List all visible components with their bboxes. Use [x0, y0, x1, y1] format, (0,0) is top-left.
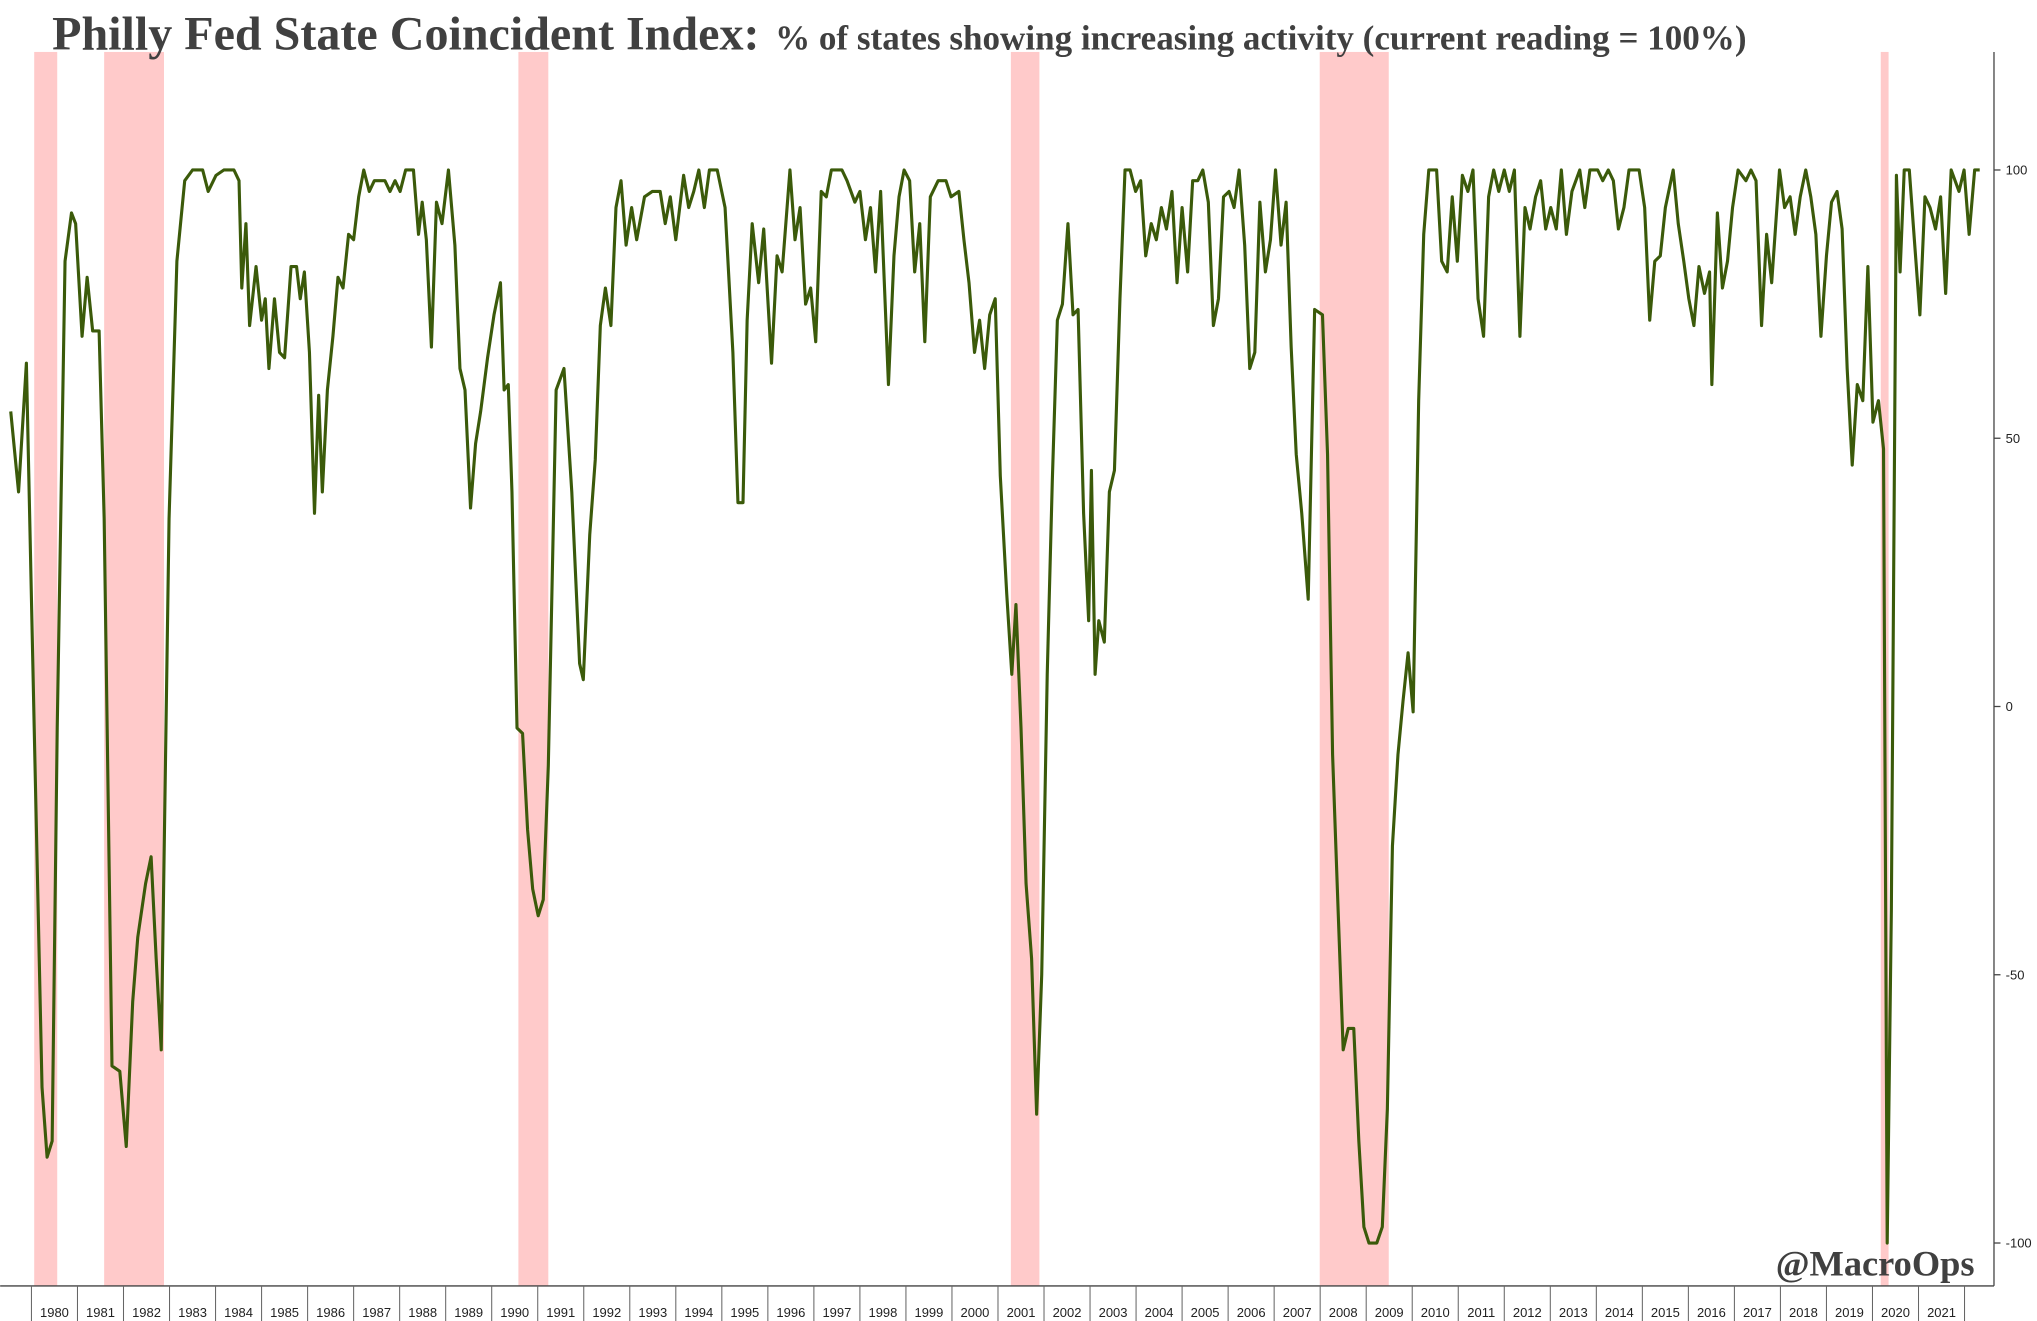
x-tick-label: 2008 — [1329, 1305, 1358, 1320]
axes: 1980 1981 1982 1983 1984 1985 1986 1987 1988 1989… — [0, 51, 2032, 1321]
y-tick-label: 50 — [2006, 431, 2020, 446]
x-tick-label: 1981 — [86, 1305, 115, 1320]
x-tick-label: 1990 — [500, 1305, 529, 1320]
x-tick-label: 1995 — [730, 1305, 759, 1320]
recession-band — [104, 51, 165, 1286]
x-tick-label: 1987 — [362, 1305, 391, 1320]
recession-band — [518, 51, 549, 1286]
watermark: @MacroOps — [1776, 1244, 1975, 1284]
x-tick-label: 2020 — [1881, 1305, 1910, 1320]
x-tick-label: 1997 — [822, 1305, 851, 1320]
x-tick-label: 1996 — [776, 1305, 805, 1320]
x-tick-label: 1983 — [178, 1305, 207, 1320]
x-tick-label: 2003 — [1099, 1305, 1128, 1320]
x-tick-label: 2001 — [1007, 1305, 1036, 1320]
x-tick-label: 2005 — [1191, 1305, 1220, 1320]
x-tick-label: 1989 — [454, 1305, 483, 1320]
x-tick-label: 2014 — [1605, 1305, 1634, 1320]
x-tick-label: 2021 — [1927, 1305, 1956, 1320]
x-tick-label: 1992 — [592, 1305, 621, 1320]
y-tick-label: 100 — [2006, 163, 2028, 178]
y-tick-label: -100 — [2006, 1236, 2032, 1251]
x-tick-label: 2016 — [1697, 1305, 1726, 1320]
x-tick-label: 2007 — [1283, 1305, 1312, 1320]
x-tick-label: 1984 — [224, 1305, 253, 1320]
x-tick-label: 2011 — [1467, 1305, 1495, 1320]
x-tick-label: 2009 — [1375, 1305, 1404, 1320]
y-tick-label: -50 — [2006, 967, 2025, 982]
x-tick-label: 1993 — [638, 1305, 667, 1320]
x-tick-label: 2000 — [961, 1305, 990, 1320]
chart-title: Philly Fed State Coincident Index: — [52, 7, 759, 60]
x-tick-label: 1988 — [408, 1305, 437, 1320]
x-tick-label: 2013 — [1559, 1305, 1588, 1320]
x-tick-label: 2017 — [1743, 1305, 1772, 1320]
y-tick-label: 0 — [2006, 699, 2013, 714]
x-tick-label: 2006 — [1237, 1305, 1266, 1320]
chart-subtitle: % of states showing increasing activity … — [775, 18, 1746, 57]
x-tick-label: 2015 — [1651, 1305, 1680, 1320]
x-tick-label: 2018 — [1789, 1305, 1818, 1320]
x-tick-label: 2012 — [1513, 1305, 1542, 1320]
x-tick-label: 1982 — [132, 1305, 161, 1320]
plot — [9, 168, 1980, 1245]
x-tick-label: 2019 — [1835, 1305, 1864, 1320]
data-line — [9, 168, 1980, 1245]
x-tick-label: 2002 — [1053, 1305, 1082, 1320]
x-tick-label: 1986 — [316, 1305, 345, 1320]
x-tick-label: 1991 — [546, 1305, 575, 1320]
x-tick-label: 2004 — [1145, 1305, 1174, 1320]
x-tick-label: 1999 — [915, 1305, 944, 1320]
x-tick-label: 1994 — [684, 1305, 713, 1320]
x-tick-label: 1985 — [270, 1305, 299, 1320]
x-tick-label: 2010 — [1421, 1305, 1450, 1320]
x-tick-label: 1998 — [868, 1305, 897, 1320]
x-tick-label: 1980 — [40, 1305, 69, 1320]
